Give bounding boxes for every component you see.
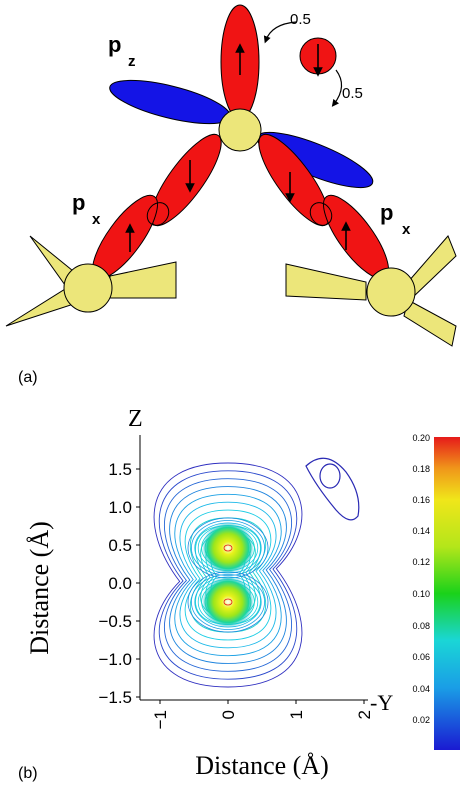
- core-peak-lower: [223, 598, 233, 606]
- colorbar-tick: 0.04: [412, 684, 430, 694]
- px-right-label: p: [380, 200, 393, 225]
- transfer-label-top: 0.5: [290, 11, 311, 28]
- wedge-right-bottom: [403, 299, 457, 347]
- contour-line: [153, 462, 303, 688]
- transfer-arrow-bottom: [331, 69, 343, 107]
- transfer-arrow-top: [263, 21, 297, 44]
- y-axis-title: Distance (Å): [25, 521, 54, 655]
- contour-line: [190, 520, 265, 576]
- x-tick-label: 2: [355, 710, 374, 719]
- panel-b-plot: 1.5 1.0 0.5 0.0 −0.5 −1.0 −1.5 −1 0 1 2 …: [18, 406, 460, 782]
- y-tick-label: 0.0: [108, 574, 132, 593]
- y-tick-label: 1.5: [108, 460, 132, 479]
- density-core-upper: [202, 522, 254, 574]
- x-tick-label: −1: [151, 710, 170, 729]
- contour-line: [158, 470, 298, 680]
- y-tick-label: 1.0: [108, 498, 132, 517]
- overlap-left: [146, 202, 170, 226]
- overlap-right: [309, 202, 333, 226]
- colorbar-tick: 0.20: [412, 433, 430, 443]
- colorbar-gradient: [434, 437, 460, 750]
- left-atom: [63, 263, 113, 313]
- px-left-label-sub: x: [92, 211, 101, 228]
- x-tick-label: 0: [219, 710, 238, 719]
- density-core-lower: [202, 576, 254, 628]
- y-tick-label: −1.5: [98, 688, 132, 707]
- contour-plot: [153, 457, 360, 688]
- x-tick-marks: [159, 700, 365, 704]
- pz-label: p: [108, 32, 121, 57]
- left-upper-lobe: [150, 133, 222, 227]
- colorbar-tick: 0.12: [412, 557, 430, 567]
- side-contour-inner: [319, 463, 341, 489]
- side-contour-outer: [305, 457, 360, 521]
- colorbar-tick: 0.10: [412, 589, 430, 599]
- z-axis-label: Z: [128, 406, 143, 432]
- x-axis-title: Distance (Å): [195, 751, 329, 780]
- px-right-label-sub: x: [402, 221, 411, 238]
- right-atom: [366, 267, 416, 317]
- contour-line: [179, 501, 277, 649]
- contour-line: [174, 493, 282, 657]
- colorbar-tick: 0.14: [412, 526, 430, 536]
- colorbar-tick: 0.18: [412, 464, 430, 474]
- y-tick-label: −1.0: [98, 650, 132, 669]
- panel-a-diagram: 0.5 0.5 p z p x p x (a): [5, 4, 457, 386]
- core-peak-upper: [223, 544, 233, 552]
- pz-lobe-left: [109, 79, 231, 125]
- contour-line: [164, 478, 292, 672]
- panel-a-label: (a): [18, 369, 38, 386]
- y-tick-marks: [136, 468, 140, 698]
- colorbar-tick: 0.08: [412, 621, 430, 631]
- panel-b-label: (b): [18, 765, 38, 782]
- contour-line: [169, 486, 287, 664]
- colorbar-tick: 0.06: [412, 652, 430, 662]
- px-left-label: p: [72, 190, 85, 215]
- neg-y-axis-label: -Y: [370, 690, 393, 715]
- contour-outer-lines: [153, 462, 303, 688]
- colorbar: 0.20 0.18 0.16 0.14 0.12 0.10 0.08 0.06 …: [412, 433, 460, 750]
- center-atom: [218, 108, 262, 152]
- contour-line: [184, 509, 272, 641]
- y-tick-label: −0.5: [98, 612, 132, 631]
- wedge-right-left: [285, 263, 367, 301]
- transfer-label-bottom: 0.5: [342, 85, 363, 102]
- colorbar-tick: 0.16: [412, 495, 430, 505]
- atoms: [63, 108, 416, 317]
- pz-label-sub: z: [128, 53, 136, 70]
- colorbar-tick: 0.02: [412, 715, 430, 725]
- contour-line: [190, 574, 265, 630]
- y-tick-label: 0.5: [108, 536, 132, 555]
- x-tick-label: 1: [287, 710, 306, 719]
